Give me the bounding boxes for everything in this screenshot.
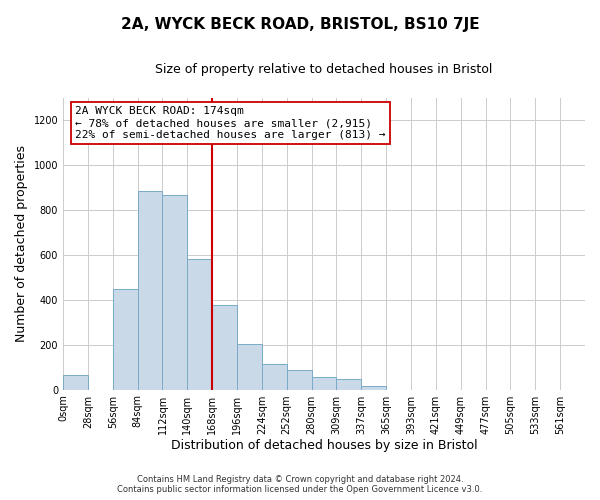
Bar [311,377,337,390]
Y-axis label: Number of detached properties: Number of detached properties [15,145,28,342]
Bar [163,194,187,390]
Bar [237,344,262,390]
Bar [337,380,361,390]
Bar [187,260,212,390]
Title: Size of property relative to detached houses in Bristol: Size of property relative to detached ho… [155,62,493,76]
Bar [262,364,287,390]
Bar [212,306,237,390]
X-axis label: Distribution of detached houses by size in Bristol: Distribution of detached houses by size … [171,440,478,452]
Bar [113,289,137,390]
Text: 2A WYCK BECK ROAD: 174sqm
← 78% of detached houses are smaller (2,915)
22% of se: 2A WYCK BECK ROAD: 174sqm ← 78% of detac… [76,106,386,140]
Bar [287,370,311,390]
Bar [137,192,163,390]
Text: Contains HM Land Registry data © Crown copyright and database right 2024.
Contai: Contains HM Land Registry data © Crown c… [118,474,482,494]
Bar [361,386,386,390]
Text: 2A, WYCK BECK ROAD, BRISTOL, BS10 7JE: 2A, WYCK BECK ROAD, BRISTOL, BS10 7JE [121,18,479,32]
Bar [63,375,88,390]
